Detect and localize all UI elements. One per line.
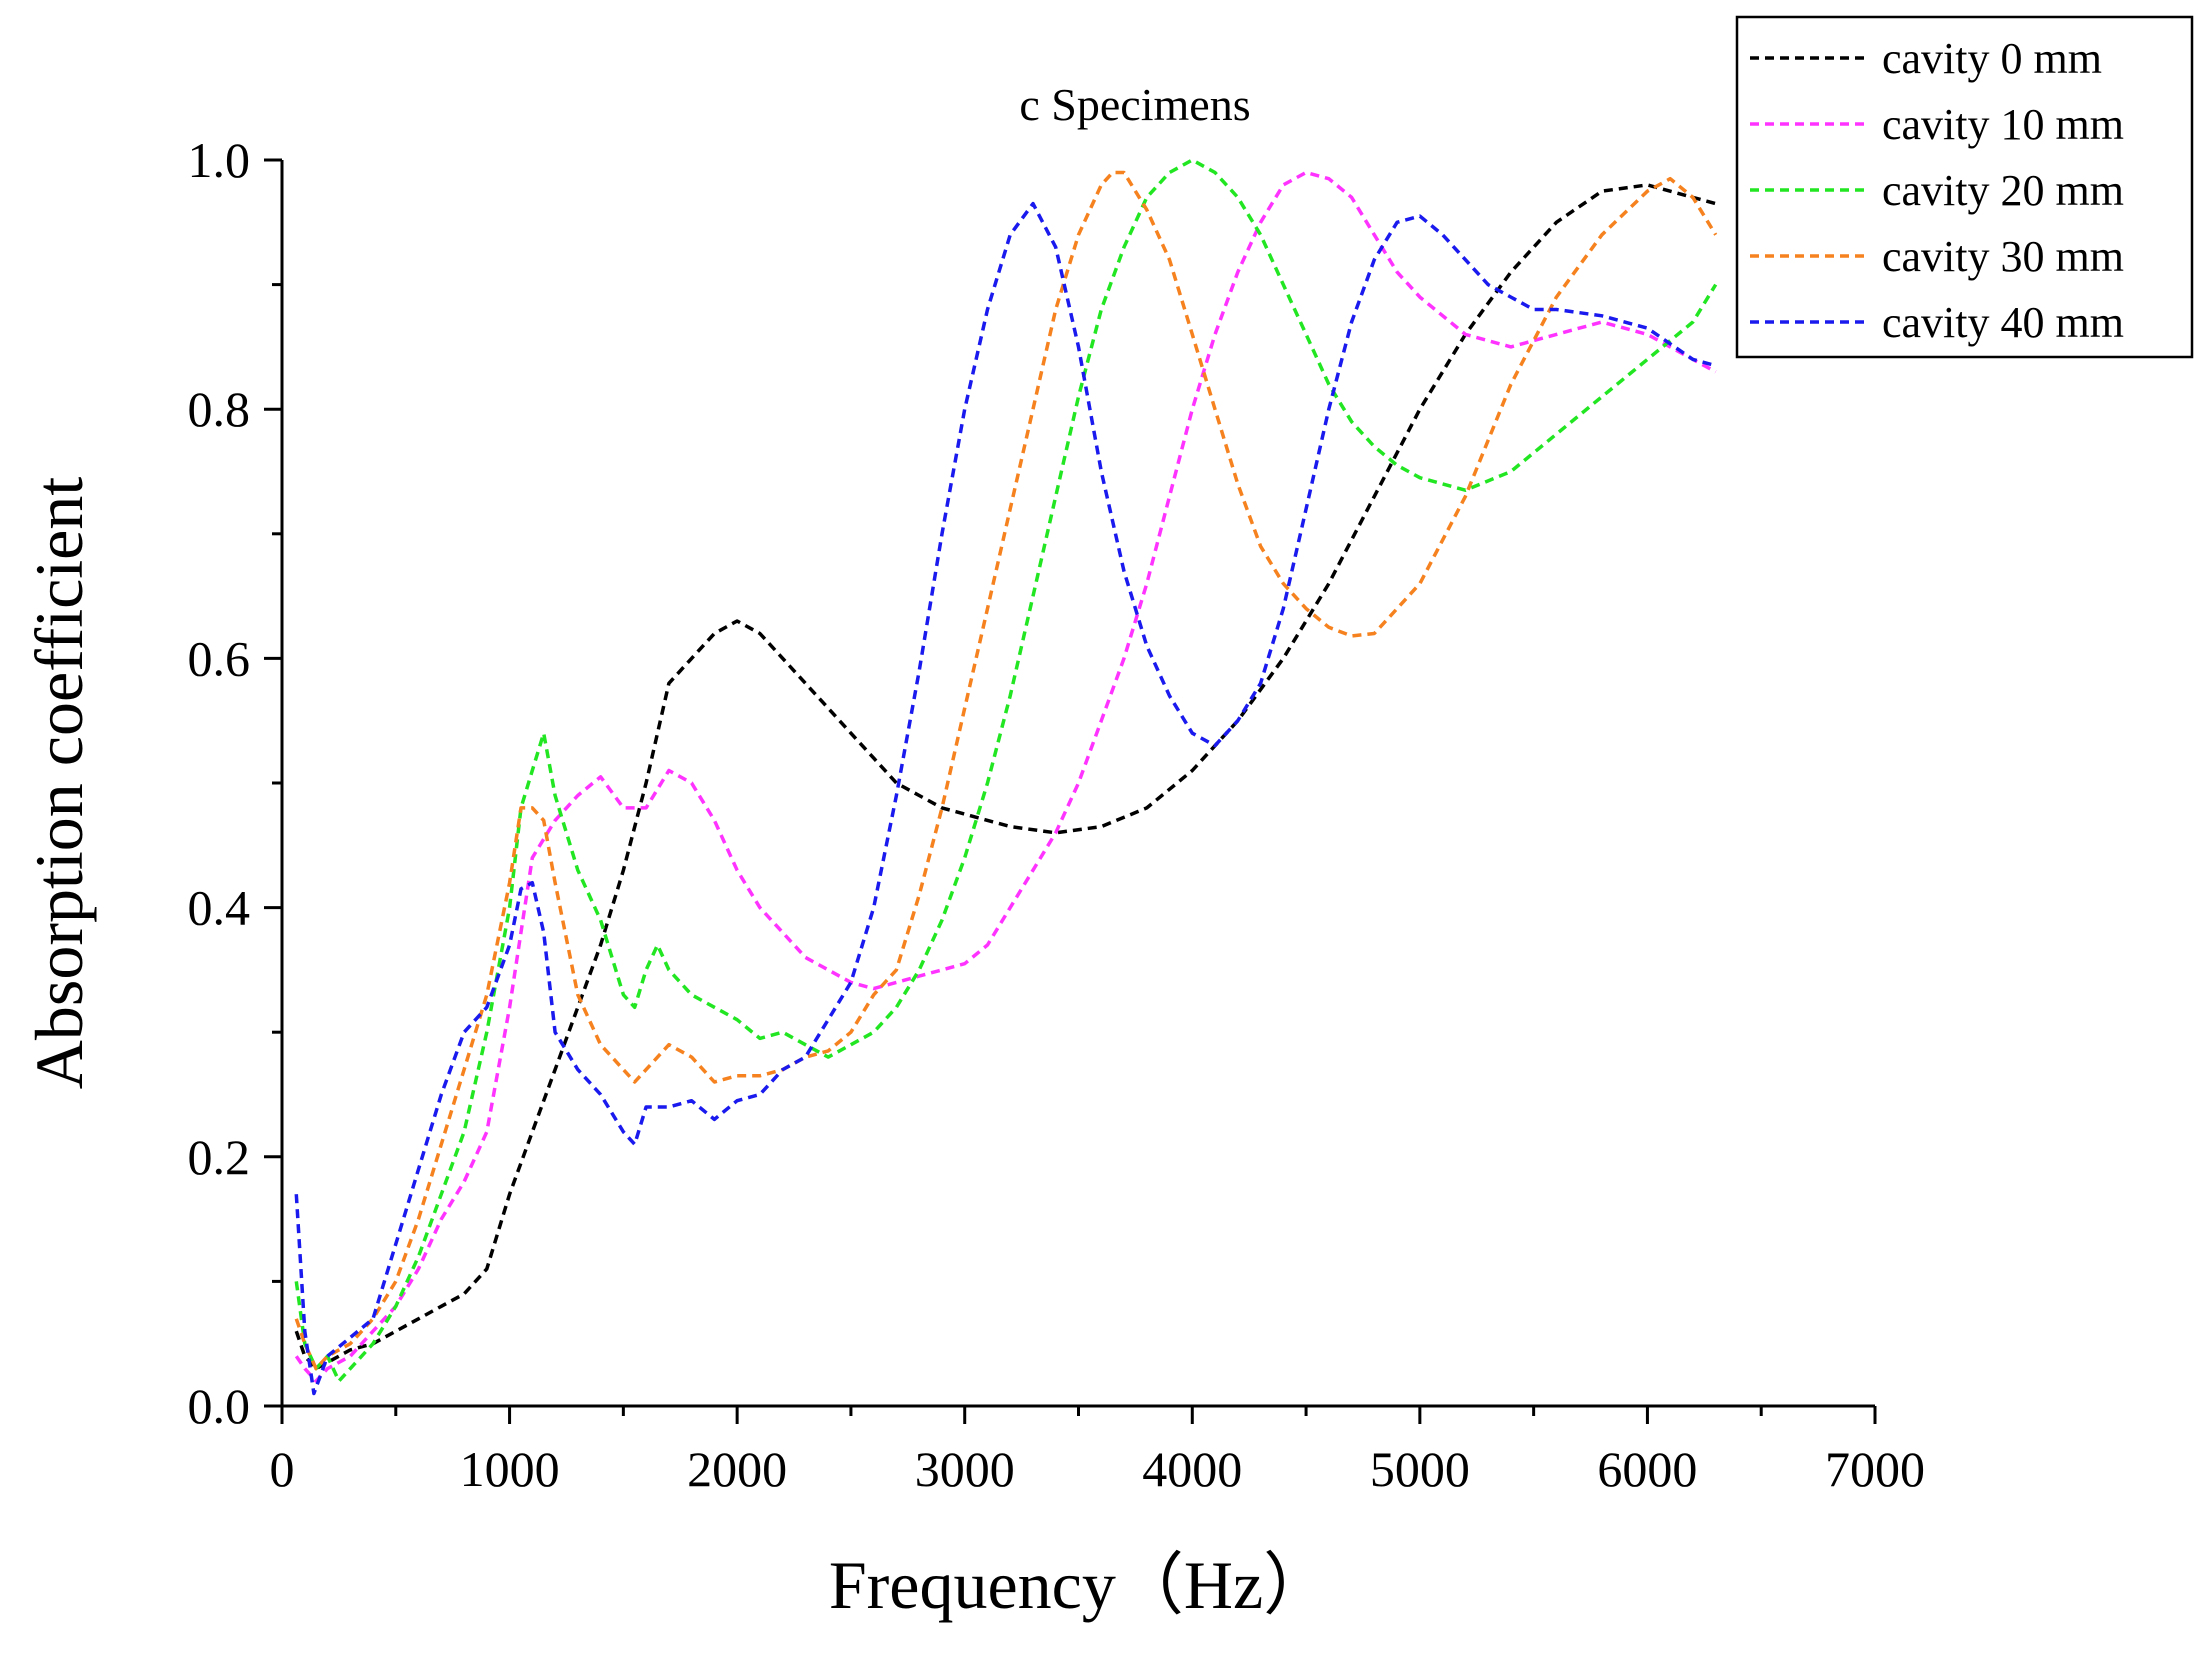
x-tick-label: 1000	[460, 1441, 560, 1497]
series-line	[294, 201, 1717, 1396]
legend-items: cavity 0 mm cavity 10 mm cavity 20 mm cavit…	[1750, 34, 2124, 347]
plot-lines	[294, 158, 1718, 1396]
y-tick-label: 0.2	[188, 1129, 251, 1185]
series-line	[294, 183, 1717, 1371]
legend-label: cavity 10 mm	[1882, 100, 2124, 149]
x-tick-label: 3000	[915, 1441, 1015, 1497]
y-tick-label: 0.8	[188, 381, 251, 437]
x-tick-label: 7000	[1825, 1441, 1925, 1497]
axes: 0 1000 2000 3000 4000 5000 6000 7000 0.00.20.40…	[188, 132, 1926, 1497]
x-tick-label: 2000	[687, 1441, 787, 1497]
y-tick-label: 0.6	[188, 630, 251, 686]
x-tick-label: 5000	[1370, 1441, 1470, 1497]
legend-label: cavity 20 mm	[1882, 166, 2124, 215]
legend-label: cavity 40 mm	[1882, 298, 2124, 347]
x-tick-label: 4000	[1142, 1441, 1242, 1497]
x-tick-label: 0	[270, 1441, 295, 1497]
x-tick-label: 6000	[1597, 1441, 1697, 1497]
x-axis-label: Frequency（Hz）	[829, 1547, 1331, 1623]
y-tick-label: 0.0	[188, 1378, 251, 1434]
x-ticks: 0 1000 2000 3000 4000 5000 6000 7000	[270, 1406, 1925, 1497]
series-line	[294, 170, 1718, 1371]
y-tick-label: 1.0	[188, 132, 251, 188]
legend-box	[1735, 15, 2194, 359]
legend: cavity 0 mm cavity 10 mm cavity 20 mm cavit…	[1735, 15, 2194, 359]
legend-label: cavity 0 mm	[1882, 34, 2102, 83]
y-axis-label: Absorption coefficient	[21, 477, 97, 1090]
series-line	[294, 170, 1717, 1383]
legend-label: cavity 30 mm	[1882, 232, 2124, 281]
chart-title: c Specimens	[1019, 79, 1250, 130]
y-tick-label: 0.4	[188, 880, 251, 936]
y-ticks: 0.0 0.2 0.4 0.6 0.8 1.0	[188, 132, 282, 1434]
series-line	[294, 158, 1718, 1383]
